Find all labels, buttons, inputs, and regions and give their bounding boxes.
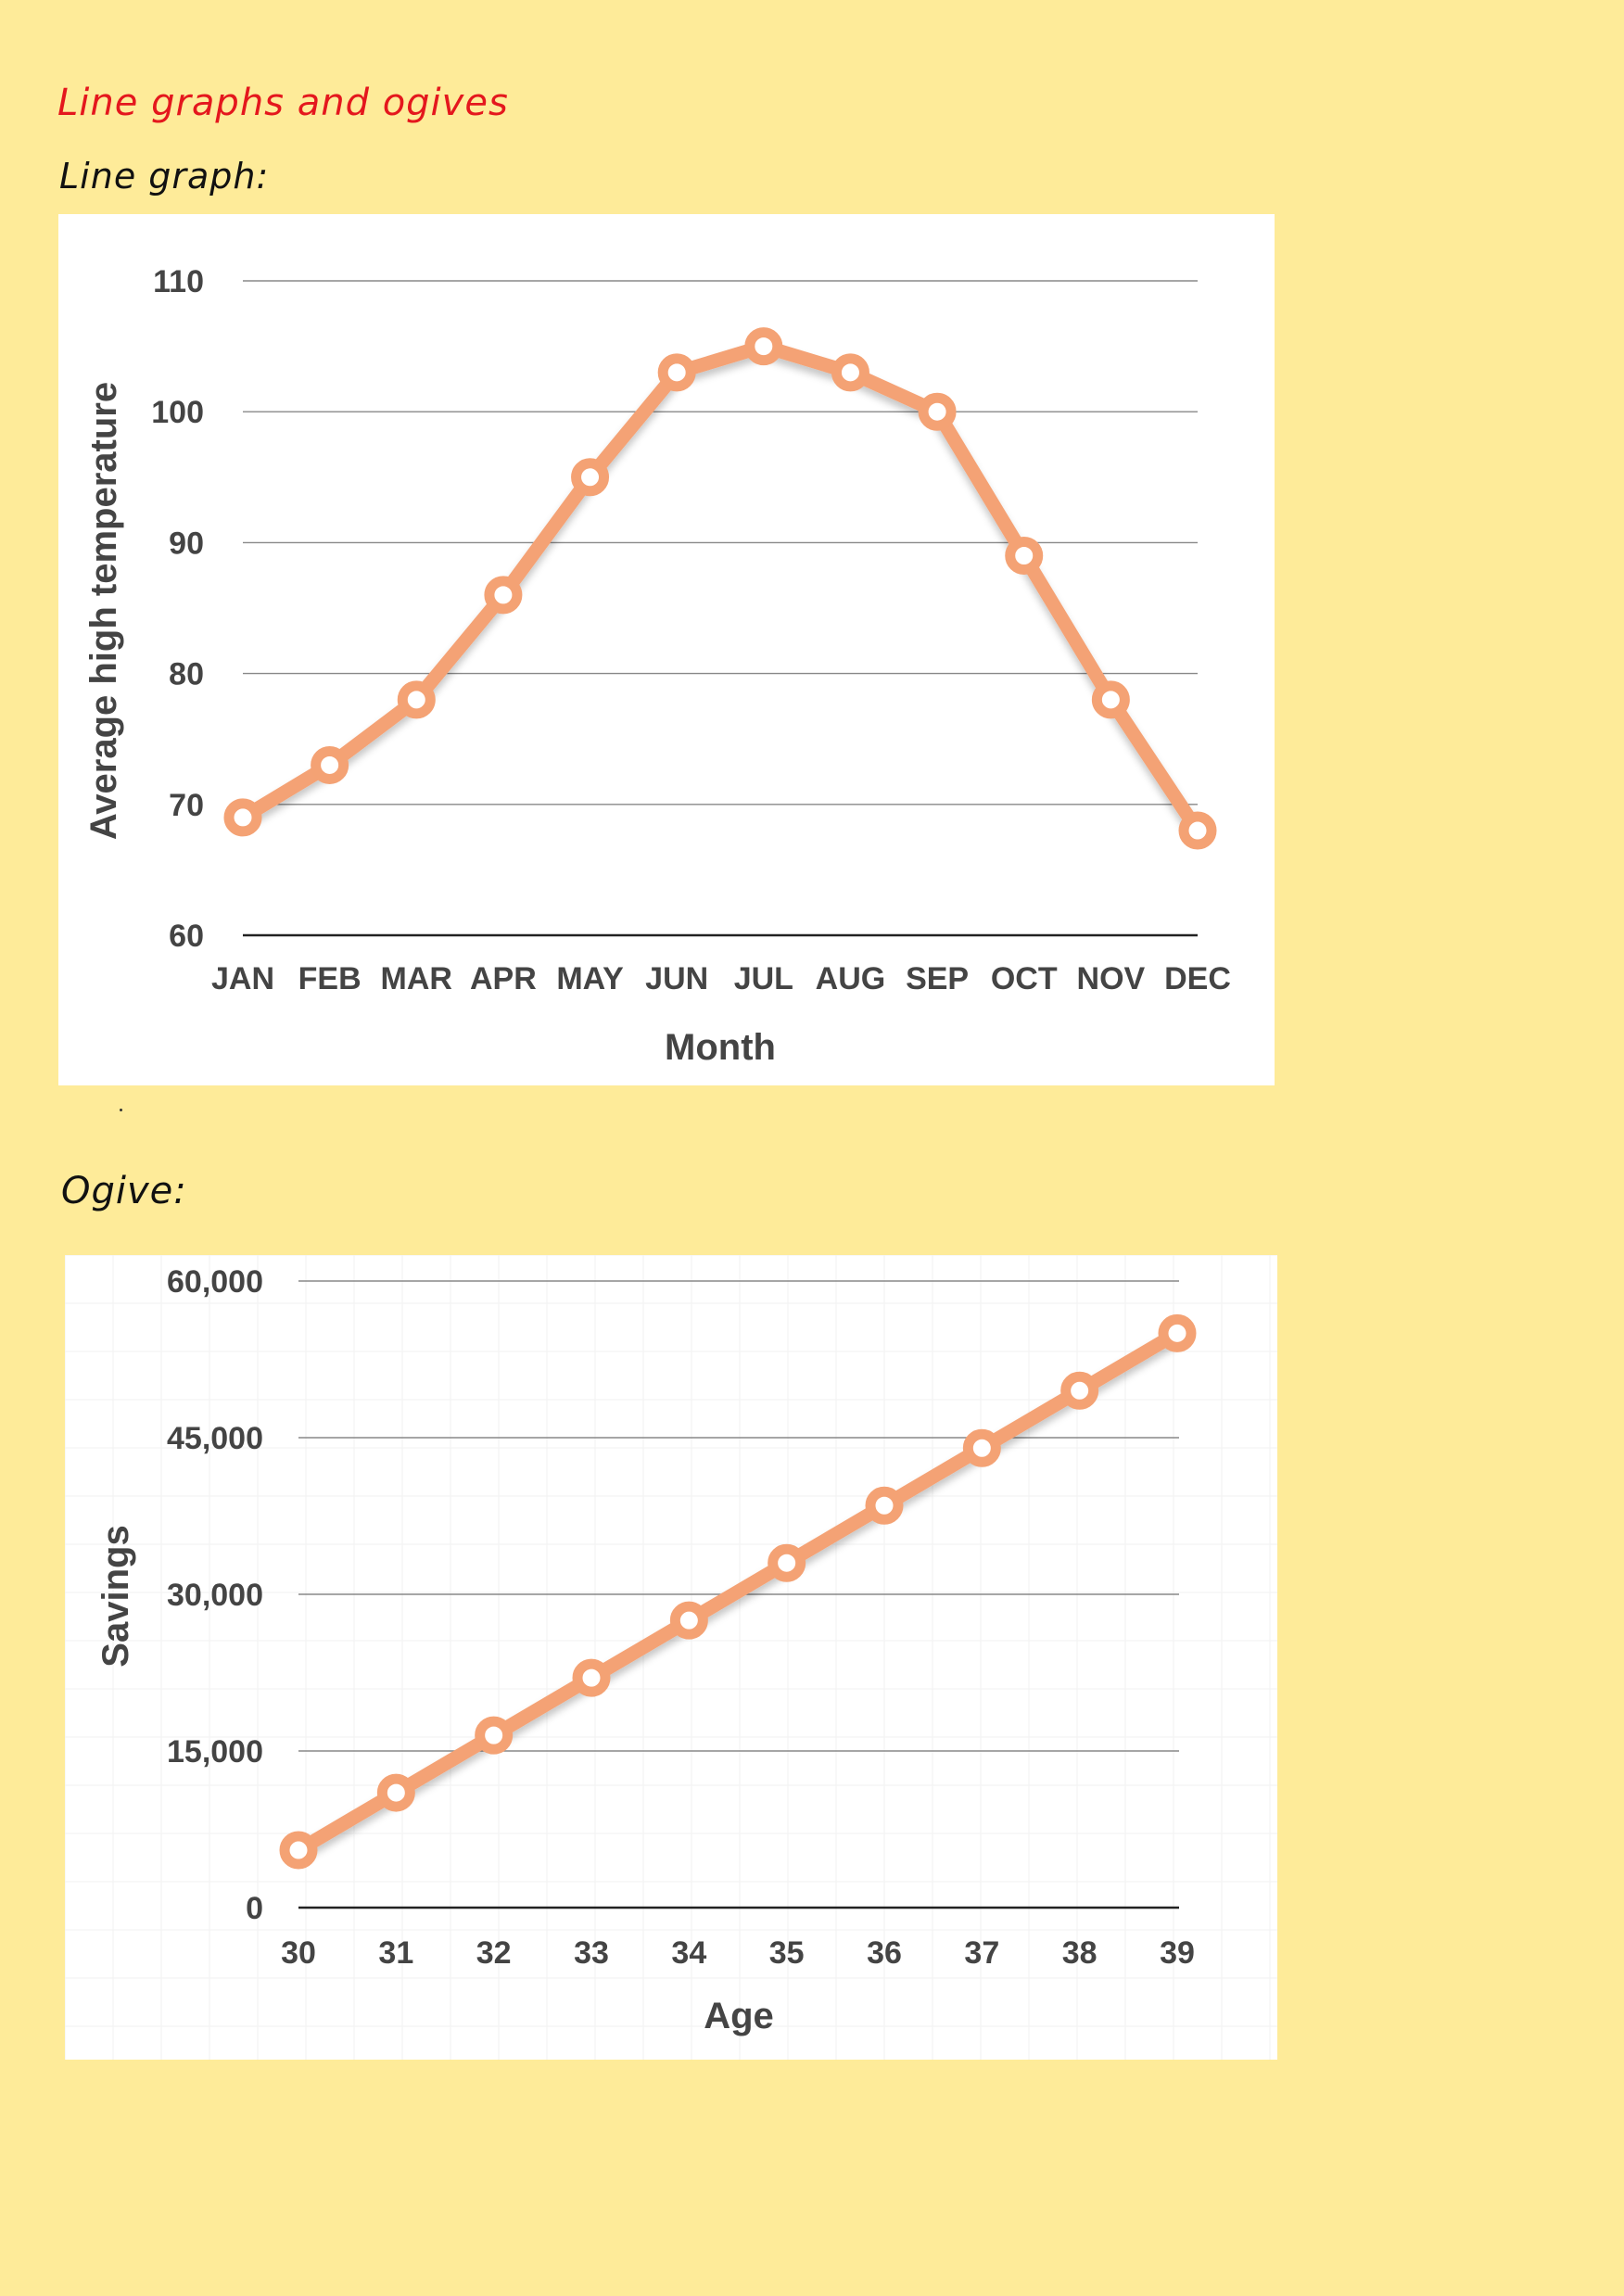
y-axis-title: Savings [95,1525,136,1667]
x-tick-label: JUL [734,961,793,996]
x-axis-title: Age [704,1996,774,2036]
y-tick-label: 15,000 [167,1734,263,1770]
x-tick-label: 39 [1160,1935,1195,1971]
data-point [376,1773,415,1812]
x-tick-label: 36 [867,1935,902,1971]
ogive-panel: 0 15,000 30,000 45,000 60,000 30 31 32 33 34 35 36 3… [65,1255,1277,2060]
data-point [1091,680,1130,719]
x-tick-label: SEP [906,961,969,996]
data-point [572,1658,611,1697]
x-tick-label: 35 [769,1935,805,1971]
data-point [571,458,610,497]
data-point [669,1601,708,1640]
x-tick-label: 38 [1062,1935,1097,1971]
y-tick-label: 45,000 [167,1421,263,1456]
series-line [235,339,1205,838]
data-point [744,327,783,366]
x-tick-label: FEB [298,961,362,996]
data-point [1178,811,1217,850]
data-point [279,1831,318,1870]
x-tick-label: APR [470,961,537,996]
data-point [1060,1371,1099,1410]
x-tick-label: MAR [381,961,452,996]
y-tick-label: 70 [169,788,204,823]
ogive-heading: Ogive: [61,1170,187,1212]
savings-ogive-chart: 0 15,000 30,000 45,000 60,000 30 31 32 33 34 35 36 3… [65,1255,1277,2060]
x-tick-label: 30 [281,1935,316,1971]
data-point [918,392,957,431]
data-point [1005,537,1044,576]
x-tick-label: 32 [476,1935,512,1971]
stray-dot [120,1109,122,1111]
data-point [962,1428,1001,1467]
data-point [397,680,436,719]
x-tick-label: 31 [378,1935,413,1971]
x-tick-label: 33 [574,1935,609,1971]
data-point [768,1543,806,1582]
y-tick-label: 0 [246,1891,263,1926]
data-point [865,1486,904,1525]
x-tick-label: 37 [964,1935,999,1971]
x-tick-label: MAY [556,961,624,996]
x-tick-label: OCT [991,961,1058,996]
x-tick-label: NOV [1077,961,1146,996]
data-point [484,576,523,615]
line-graph-heading: Line graph: [59,156,270,197]
y-tick-label: 80 [169,657,204,692]
y-tick-label: 110 [153,264,204,299]
data-point [311,745,349,784]
data-point [831,353,869,392]
y-tick-label: 60 [169,919,204,954]
x-tick-label: 34 [671,1935,706,1971]
page-title: Line graphs and ogives [57,82,509,124]
line-graph-panel: 60 70 80 90 100 110 JAN FEB MAR APR MAY JUN JUL AUG SE… [58,214,1275,1085]
y-tick-label: 30,000 [167,1578,263,1613]
data-point [1158,1313,1197,1352]
x-axis-title: Month [665,1027,776,1068]
faint-background-grid [65,1255,1277,2060]
x-tick-label: DEC [1164,961,1231,996]
series-line [291,1326,1185,1858]
data-point [657,353,696,392]
y-tick-label: 100 [151,395,204,430]
data-point [475,1716,514,1755]
x-tick-label: AUG [816,961,886,996]
x-tick-label: JUN [645,961,708,996]
x-tick-label: JAN [211,961,274,996]
y-tick-label: 60,000 [167,1264,263,1300]
temperature-line-chart: 60 70 80 90 100 110 JAN FEB MAR APR MAY JUN JUL AUG SE… [83,264,1231,1068]
data-point [223,798,262,837]
y-tick-label: 90 [169,526,204,561]
y-axis-title: Average high temperature [83,382,124,840]
